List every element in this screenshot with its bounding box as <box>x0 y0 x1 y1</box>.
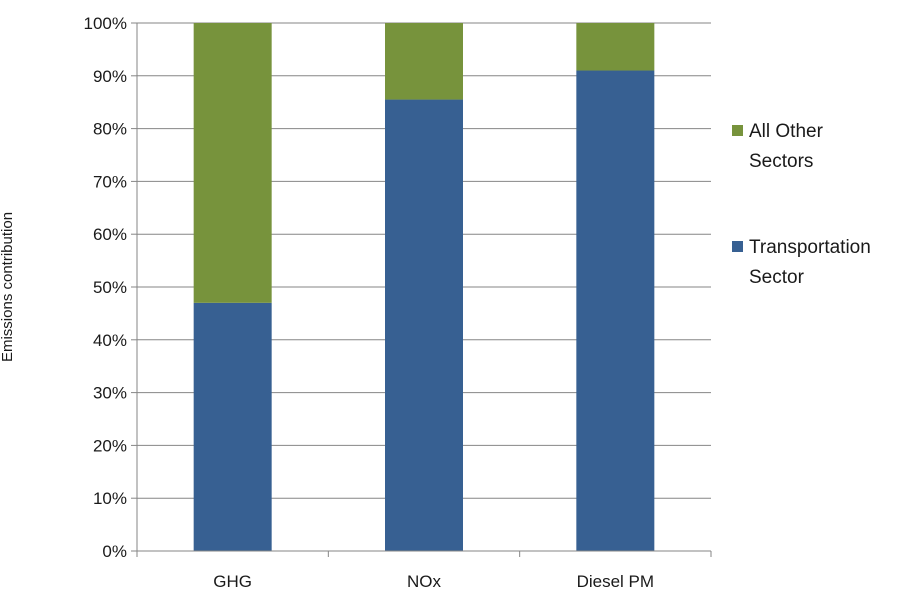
y-tick-label: 40% <box>93 331 127 350</box>
y-tick-label: 60% <box>93 225 127 244</box>
legend-label: Sector <box>749 267 805 288</box>
x-tick-labels: GHG NOx Diesel PM <box>213 572 654 591</box>
bar-segment <box>385 99 463 551</box>
y-tick-label: 20% <box>93 436 127 455</box>
legend: All Other Sectors Transportation Sector <box>732 121 871 288</box>
y-tick-label: 30% <box>93 384 127 403</box>
y-tick-label: 80% <box>93 120 127 139</box>
axes <box>131 22 712 557</box>
legend-label: Sectors <box>749 151 813 172</box>
bar-segment <box>193 302 272 551</box>
x-tick-label: NOx <box>407 572 442 591</box>
legend-label: Transportation <box>749 237 871 258</box>
y-axis-label: Emissions contribution <box>0 212 16 362</box>
y-tick-label: 100% <box>84 14 127 33</box>
bar-segment <box>576 70 655 552</box>
bar-segment <box>385 23 463 100</box>
y-tick-label: 0% <box>102 542 127 561</box>
x-tick-label: Diesel PM <box>577 572 654 591</box>
y-tick-label: 70% <box>93 172 127 191</box>
legend-swatch <box>732 125 743 136</box>
legend-swatch <box>732 241 743 252</box>
bar-segment <box>576 23 655 71</box>
bars <box>193 23 655 552</box>
y-tick-labels: 0% 10% 20% 30% 40% 50% 60% 70% 80% 90% 100% <box>84 14 127 561</box>
y-tick-label: 10% <box>93 489 127 508</box>
legend-label: All Other <box>749 121 824 142</box>
y-tick-label: 50% <box>93 278 127 297</box>
bar-segment <box>193 23 272 303</box>
x-tick-label: GHG <box>213 572 252 591</box>
y-tick-label: 90% <box>93 67 127 86</box>
